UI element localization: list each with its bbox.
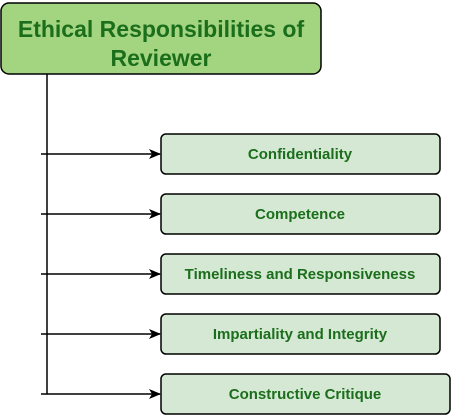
child-node-label: Constructive Critique	[229, 386, 382, 403]
child-node-box	[160, 373, 451, 415]
child-node: Confidentiality	[160, 133, 441, 175]
root-title-line1: Ethical Responsibilities of	[18, 16, 305, 42]
child-node: Timeliness and Responsiveness	[160, 253, 441, 295]
child-node-box	[160, 133, 441, 175]
root-title-line2: Reviewer	[110, 45, 211, 71]
child-node-box	[160, 253, 441, 295]
child-node-label: Confidentiality	[248, 146, 353, 163]
child-node: Competence	[160, 193, 441, 235]
child-node-label: Competence	[255, 206, 345, 223]
child-node: Impartiality and Integrity	[160, 313, 441, 355]
child-node-label: Timeliness and Responsiveness	[185, 266, 416, 283]
root-node: Ethical Responsibilities of Reviewer	[0, 2, 322, 75]
child-node: Constructive Critique	[160, 373, 451, 415]
child-node-label: Impartiality and Integrity	[213, 326, 388, 343]
child-node-box	[160, 193, 441, 235]
root-node-box	[0, 2, 322, 75]
child-node-box	[160, 313, 441, 355]
